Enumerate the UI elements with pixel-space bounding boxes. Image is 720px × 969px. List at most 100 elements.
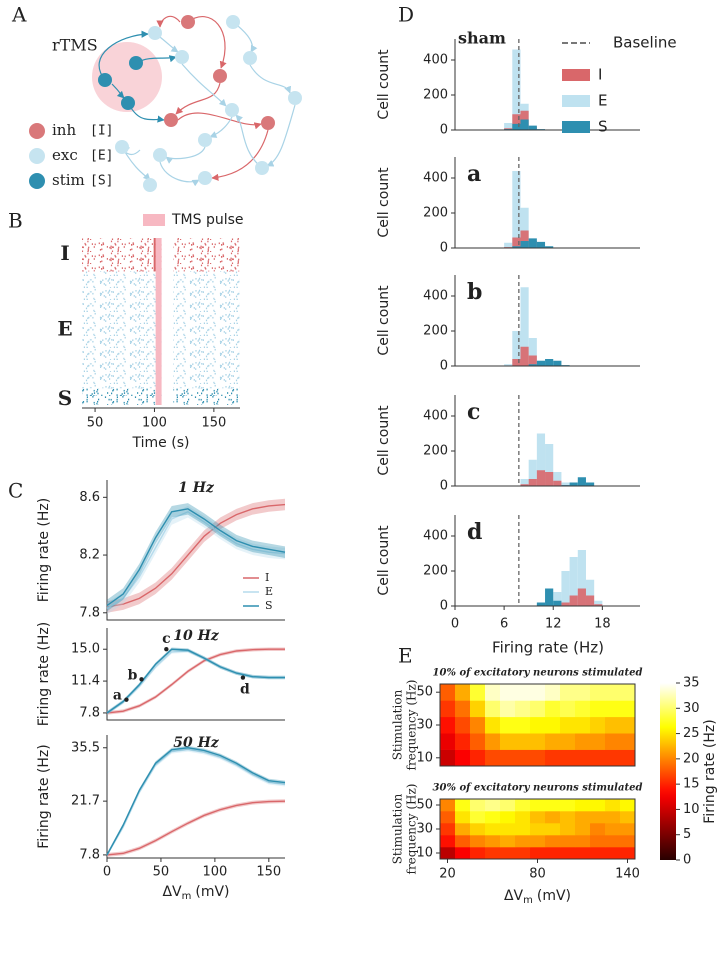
- heatmap-cell: [575, 733, 591, 750]
- histogram-bar: [512, 237, 521, 248]
- heatmap-cell: [440, 835, 456, 848]
- x-tick-label: 18: [594, 617, 611, 632]
- axes-spine: [106, 628, 285, 721]
- panel-label: B: [8, 209, 23, 233]
- axes-spine: [454, 39, 640, 131]
- heatmap-cell: [530, 799, 546, 812]
- y-tick-label: 200: [423, 564, 448, 579]
- histogram-bar: [545, 246, 554, 248]
- series-line: [106, 510, 286, 610]
- histogram-bar: [585, 482, 595, 486]
- heatmap-cell: [590, 700, 606, 718]
- histogram-bar: [528, 238, 537, 248]
- heatmap-cell: [500, 823, 516, 836]
- colorbar-tick-label: 10: [683, 802, 700, 817]
- histogram-bar: [528, 459, 537, 486]
- heatmap-cell: [560, 799, 576, 812]
- heatmap-cell: [590, 749, 606, 767]
- heatmap-cell: [620, 716, 636, 734]
- spike-band: [82, 271, 162, 389]
- y-tick-label: 10: [416, 750, 433, 765]
- histogram-bar: [512, 114, 521, 130]
- heatmap-cell: [605, 799, 621, 812]
- heatmap-cell: [545, 811, 561, 824]
- heatmap-cell: [575, 811, 591, 824]
- histogram-bar: [594, 600, 603, 606]
- heatmap-cell: [470, 749, 486, 767]
- row-label: E: [57, 316, 72, 340]
- heatmap-cell: [440, 811, 456, 824]
- x-axis-label: ΔVm (mV): [162, 884, 229, 902]
- histogram-bar: [512, 359, 521, 366]
- heatmap-cell: [470, 847, 486, 860]
- panel-sublabel: c: [467, 399, 480, 425]
- heatmap-cell: [590, 823, 606, 836]
- heatmap-cell: [620, 847, 636, 860]
- heatmap-cell: [515, 684, 531, 701]
- point-marker: [240, 675, 246, 680]
- heatmap-cell: [530, 716, 546, 734]
- heatmap-cell: [605, 684, 621, 701]
- y-tick-label: 7.8: [79, 847, 100, 862]
- x-axis-label-main: ΔV: [162, 884, 182, 900]
- heatmap-cell: [590, 847, 606, 860]
- y-axis-label: Cell count: [376, 167, 392, 238]
- series-line: [106, 648, 285, 714]
- tms-pulse: [155, 238, 162, 405]
- y-tick-label: 200: [423, 444, 448, 459]
- heatmap-cell: [545, 835, 561, 848]
- heatmap-cell: [470, 811, 486, 824]
- histogram-bar: [512, 171, 521, 248]
- y-tick-label: 8.2: [79, 548, 100, 563]
- series-line: [106, 747, 286, 856]
- heatmap-cell: [605, 700, 621, 718]
- y-tick-label: 8.6: [79, 490, 100, 505]
- error-band: [107, 647, 285, 715]
- heatmap-cell: [515, 733, 531, 750]
- heatmap-cell: [470, 684, 486, 701]
- y-tick-label: 200: [423, 88, 448, 103]
- y-tick-label: 400: [423, 409, 448, 424]
- y-tick-label: 7.8: [79, 605, 100, 620]
- heatmap-cell: [485, 700, 501, 718]
- heatmap-cell: [455, 811, 471, 824]
- heatmap-cell: [470, 823, 486, 836]
- error-band: [107, 498, 285, 613]
- heatmap-cell: [500, 811, 516, 824]
- series-line: [106, 648, 285, 714]
- histogram-bar: [528, 364, 537, 366]
- heatmap-cell: [440, 799, 456, 812]
- legend-label: inh: [52, 121, 76, 139]
- heatmap-cell: [500, 733, 516, 750]
- heatmap-cell: [515, 847, 531, 860]
- legend-label: exc: [52, 146, 78, 164]
- histogram-bar: [520, 119, 529, 130]
- heatmap-cell: [620, 811, 636, 824]
- panel-label: A: [11, 3, 27, 27]
- histogram-bar: [512, 331, 521, 366]
- heatmap-cell: [485, 811, 501, 824]
- heatmap-cell: [560, 733, 576, 750]
- heatmap-cell: [440, 823, 456, 836]
- heatmap-cell: [575, 700, 591, 718]
- colorbar-label: Firing rate (Hz): [702, 719, 718, 823]
- histogram-bar: [561, 602, 570, 606]
- histogram-bar: [528, 355, 537, 366]
- error-band: [107, 799, 285, 857]
- heatmap-cell: [560, 716, 576, 734]
- point-marker: [164, 647, 169, 652]
- heatmap-cell: [470, 700, 486, 718]
- y-tick-label: 30: [416, 718, 433, 733]
- heatmap-cell: [500, 700, 516, 718]
- heatmap-cell: [485, 847, 501, 860]
- x-tick-label: 12: [545, 617, 562, 632]
- heatmap-cell: [530, 684, 546, 701]
- histogram-bar: [561, 482, 570, 486]
- colorbar-tick-label: 25: [683, 726, 700, 741]
- histogram-bar: [545, 588, 554, 606]
- heatmap-cell: [515, 700, 531, 718]
- heatmap-cell: [560, 847, 576, 860]
- legend-swatch: [29, 148, 45, 164]
- heatmap-cell: [590, 835, 606, 848]
